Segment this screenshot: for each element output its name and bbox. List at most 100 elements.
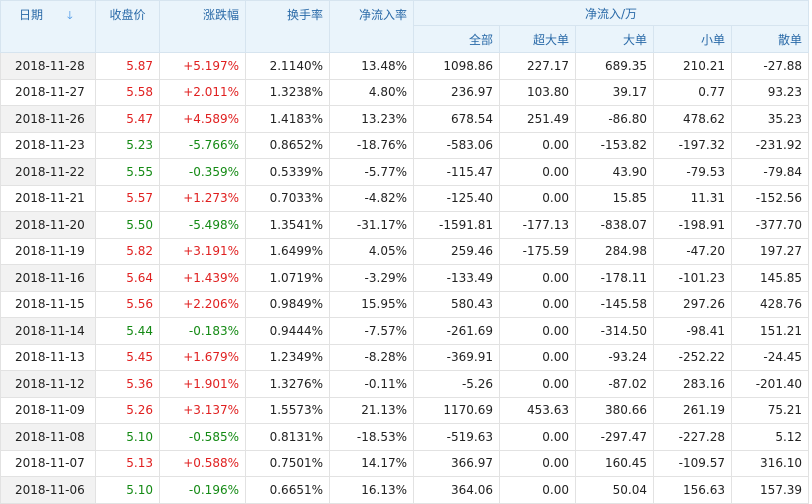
turnover-cell: 1.3276%	[245, 370, 330, 398]
close-price-cell: 5.23	[95, 131, 160, 159]
table-row[interactable]: 2018-11-14 5.44 -0.183% 0.9444% -7.57% -261.6…	[0, 317, 810, 345]
close-column-header[interactable]: 收盘价	[95, 0, 160, 53]
netflow-ratio-cell: -4.82%	[329, 184, 414, 212]
netflow-large-cell: 50.04	[575, 476, 654, 504]
table-header: 日期 🡓 收盘价 涨跌幅 换手率 净流入率 净流入/万 全部 超大单 大单 小单 …	[0, 0, 810, 53]
table-row[interactable]: 2018-11-20 5.50 -5.498% 1.3541% -31.17% -1591…	[0, 211, 810, 239]
netflow-small-cell: 283.16	[653, 370, 732, 398]
netflow-all-cell: -5.26	[413, 370, 500, 398]
netflow-large-cell: -145.58	[575, 290, 654, 318]
large-column-header[interactable]: 大单	[575, 25, 654, 53]
netflow-small-cell: 210.21	[653, 52, 732, 80]
netflow-large-cell: 689.35	[575, 52, 654, 80]
date-cell: 2018-11-13	[0, 343, 96, 371]
change-column-header[interactable]: 涨跌幅	[159, 0, 246, 53]
turnover-cell: 0.5339%	[245, 158, 330, 186]
netflow-retail-cell: -377.70	[730, 211, 810, 239]
close-price-cell: 5.50	[95, 211, 160, 239]
netflow-large-cell: 15.85	[575, 184, 654, 212]
close-price-cell: 5.87	[95, 52, 160, 80]
close-price-cell: 5.55	[95, 158, 160, 186]
table-row[interactable]: 2018-11-16 5.64 +1.439% 1.0719% -3.29% -133.4…	[0, 264, 810, 292]
netflow-all-cell: 580.43	[413, 290, 500, 318]
table-row[interactable]: 2018-11-21 5.57 +1.273% 0.7033% -4.82% -125.4…	[0, 184, 810, 212]
netflow-large-cell: 43.90	[575, 158, 654, 186]
table-row[interactable]: 2018-11-27 5.58 +2.011% 1.3238% 4.80% 236.97 1…	[0, 78, 810, 106]
change-percent-cell: -0.196%	[159, 476, 246, 504]
netflow-super-large-cell: 0.00	[499, 423, 576, 451]
date-cell: 2018-11-28	[0, 52, 96, 80]
netflow-retail-cell: -79.84	[730, 158, 810, 186]
table-row[interactable]: 2018-11-22 5.55 -0.359% 0.5339% -5.77% -115.4…	[0, 158, 810, 186]
netflow-super-large-cell: 0.00	[499, 317, 576, 345]
table-row[interactable]: 2018-11-06 5.10 -0.196% 0.6651% 16.13% 364.06…	[0, 476, 810, 504]
netflow-small-cell: -101.23	[653, 264, 732, 292]
change-percent-cell: +1.273%	[159, 184, 246, 212]
date-column-header[interactable]: 日期 🡓	[0, 0, 96, 53]
netflow-ratio-cell: -3.29%	[329, 264, 414, 292]
change-percent-cell: +3.191%	[159, 237, 246, 265]
netflow-small-cell: 11.31	[653, 184, 732, 212]
close-price-cell: 5.10	[95, 476, 160, 504]
sort-down-arrow-icon[interactable]: 🡓	[67, 9, 73, 22]
netflow-all-cell: -125.40	[413, 184, 500, 212]
turnover-cell: 0.9444%	[245, 317, 330, 345]
netflow-small-cell: 478.62	[653, 105, 732, 133]
change-percent-cell: -0.183%	[159, 317, 246, 345]
table-row[interactable]: 2018-11-28 5.87 +5.197% 2.1140% 13.48% 1098.8…	[0, 52, 810, 80]
date-cell: 2018-11-14	[0, 317, 96, 345]
table-row[interactable]: 2018-11-08 5.10 -0.585% 0.8131% -18.53% -519.…	[0, 423, 810, 451]
netflow-ratio-cell: -0.11%	[329, 370, 414, 398]
netflow-ratio-cell: 21.13%	[329, 396, 414, 424]
table-row[interactable]: 2018-11-23 5.23 -5.766% 0.8652% -18.76% -583.…	[0, 131, 810, 159]
netflow-all-cell: 366.97	[413, 449, 500, 477]
netflow-retail-cell: 428.76	[730, 290, 810, 318]
close-price-cell: 5.82	[95, 237, 160, 265]
small-column-header[interactable]: 小单	[653, 25, 732, 53]
netflow-all-cell: -369.91	[413, 343, 500, 371]
netflow-super-large-cell: 0.00	[499, 131, 576, 159]
table-row[interactable]: 2018-11-19 5.82 +3.191% 1.6499% 4.05% 259.46-…	[0, 237, 810, 265]
table-row[interactable]: 2018-11-09 5.26 +3.137% 1.5573% 21.13% 1170.6…	[0, 396, 810, 424]
netflow-super-large-cell: -177.13	[499, 211, 576, 239]
turnover-cell: 0.8652%	[245, 131, 330, 159]
netflow-large-cell: -93.24	[575, 343, 654, 371]
netflow-ratio-cell: 4.05%	[329, 237, 414, 265]
date-cell: 2018-11-08	[0, 423, 96, 451]
change-percent-cell: +3.137%	[159, 396, 246, 424]
change-percent-cell: +1.901%	[159, 370, 246, 398]
netflow-retail-cell: -152.56	[730, 184, 810, 212]
turnover-cell: 2.1140%	[245, 52, 330, 80]
table-row[interactable]: 2018-11-12 5.36 +1.901% 1.3276% -0.11% -5.26 0…	[0, 370, 810, 398]
turnover-column-header[interactable]: 换手率	[245, 0, 330, 53]
date-cell: 2018-11-12	[0, 370, 96, 398]
close-price-cell: 5.57	[95, 184, 160, 212]
netflow-ratio-column-header[interactable]: 净流入率	[329, 0, 414, 53]
table-row[interactable]: 2018-11-26 5.47 +4.589% 1.4183% 13.23% 678.54…	[0, 105, 810, 133]
netflow-large-cell: -153.82	[575, 131, 654, 159]
netflow-ratio-cell: -7.57%	[329, 317, 414, 345]
turnover-cell: 1.0719%	[245, 264, 330, 292]
netflow-small-cell: -252.22	[653, 343, 732, 371]
netflow-retail-cell: 157.39	[730, 476, 810, 504]
netflow-large-cell: -838.07	[575, 211, 654, 239]
netflow-super-large-cell: 0.00	[499, 370, 576, 398]
netflow-super-large-cell: 0.00	[499, 158, 576, 186]
table-row[interactable]: 2018-11-07 5.13 +0.588% 0.7501% 14.17% 366.97…	[0, 449, 810, 477]
netflow-group-header: 净流入/万	[412, 0, 810, 26]
turnover-cell: 1.3541%	[245, 211, 330, 239]
netflow-super-large-cell: -175.59	[499, 237, 576, 265]
turnover-cell: 1.4183%	[245, 105, 330, 133]
turnover-cell: 0.7501%	[245, 449, 330, 477]
netflow-small-cell: 0.77	[653, 78, 732, 106]
netflow-large-cell: 284.98	[575, 237, 654, 265]
netflow-retail-cell: -24.45	[730, 343, 810, 371]
close-price-cell: 5.45	[95, 343, 160, 371]
super-large-column-header[interactable]: 超大单	[499, 25, 576, 53]
table-row[interactable]: 2018-11-15 5.56 +2.206% 0.9849% 15.95% 580.43…	[0, 290, 810, 318]
netflow-super-large-cell: 0.00	[499, 343, 576, 371]
date-cell: 2018-11-27	[0, 78, 96, 106]
table-row[interactable]: 2018-11-13 5.45 +1.679% 1.2349% -8.28% -369.9…	[0, 343, 810, 371]
all-column-header[interactable]: 全部	[413, 25, 500, 53]
retail-column-header[interactable]: 散单	[730, 25, 810, 53]
